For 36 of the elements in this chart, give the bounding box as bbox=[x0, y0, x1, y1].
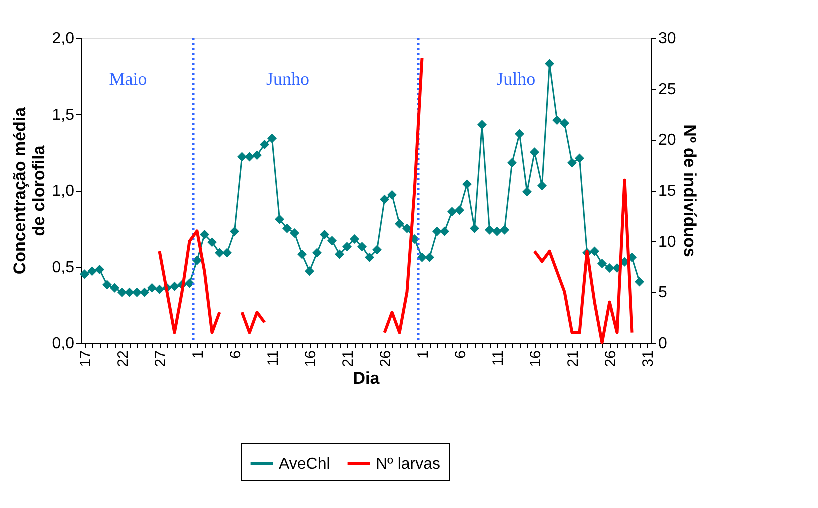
y-tick-label: 1,5 bbox=[52, 106, 75, 124]
y2-tick-label: 20 bbox=[658, 132, 676, 150]
x-tick-label: 16 bbox=[527, 350, 544, 368]
y-tick-label: 0,5 bbox=[52, 259, 75, 276]
x-tick-label: 26 bbox=[377, 350, 394, 368]
x-tick-label: 21 bbox=[564, 350, 582, 368]
x-axis-title: Dia bbox=[353, 369, 380, 388]
y2-tick-label: 15 bbox=[658, 183, 676, 200]
x-tick-label: 31 bbox=[640, 350, 657, 368]
y2-tick-label: 5 bbox=[658, 284, 668, 302]
annotation: Julho bbox=[496, 69, 536, 89]
y2-axis-title: Nº de indivíduos bbox=[680, 124, 700, 258]
annotation: Maio bbox=[109, 69, 148, 89]
legend-label: Nº larvas bbox=[376, 456, 441, 473]
y-tick-label: 1,0 bbox=[52, 183, 75, 200]
y2-tick-label: 10 bbox=[658, 234, 676, 251]
x-tick-label: 17 bbox=[77, 350, 94, 368]
y2-tick-label: 25 bbox=[658, 81, 676, 98]
x-tick-label: 11 bbox=[490, 350, 507, 366]
annotation: Junho bbox=[266, 69, 310, 89]
legend-label: AveChl bbox=[279, 456, 330, 473]
y2-tick-label: 0 bbox=[658, 336, 668, 352]
x-tick-label: 22 bbox=[114, 350, 132, 368]
x-tick-label: 1 bbox=[190, 350, 207, 359]
x-tick-label: 11 bbox=[264, 350, 282, 366]
x-tick-label: 1 bbox=[414, 350, 432, 359]
y-axis-title: Concentração média de clorofila bbox=[10, 106, 48, 275]
x-tick-label: 6 bbox=[227, 350, 244, 359]
y-tick-label: 2,0 bbox=[52, 30, 75, 48]
y2-tick-label: 30 bbox=[658, 30, 676, 48]
x-tick-label: 27 bbox=[152, 350, 170, 368]
x-tick-label: 16 bbox=[302, 350, 320, 368]
y-tick-label: 0,0 bbox=[52, 336, 75, 352]
x-tick-label: 6 bbox=[452, 350, 470, 359]
x-tick-label: 26 bbox=[602, 350, 620, 368]
x-tick-label: 21 bbox=[340, 350, 357, 368]
